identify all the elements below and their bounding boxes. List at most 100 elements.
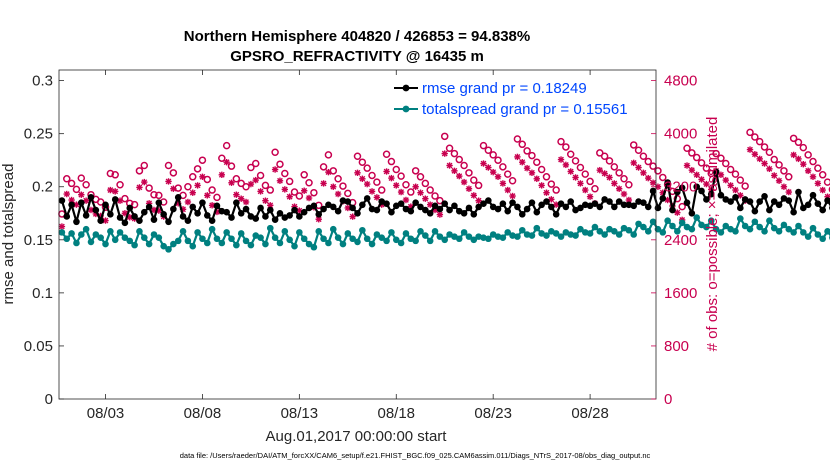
y2-tick-label: 4000 xyxy=(664,126,697,143)
totalspread-point xyxy=(300,235,308,243)
possible-obs-point xyxy=(562,143,570,151)
assimilated-obs-point xyxy=(417,189,424,196)
possible-obs-point xyxy=(96,198,105,206)
rmse-point xyxy=(233,199,240,206)
y-tick-label: 0 xyxy=(45,391,53,408)
totalspread-point xyxy=(615,231,623,238)
assimilated-obs-point xyxy=(485,164,492,171)
rmse-point xyxy=(737,204,744,212)
rmse-point xyxy=(359,201,366,209)
rmse-point xyxy=(213,202,221,210)
rmse-point xyxy=(751,207,759,215)
totalspread-point xyxy=(528,232,536,239)
totalspread-point xyxy=(707,217,715,225)
possible-obs-point xyxy=(746,128,754,137)
totalspread-point xyxy=(455,235,463,243)
possible-obs-point xyxy=(445,144,454,153)
possible-obs-point xyxy=(794,138,803,147)
rmse-point xyxy=(766,206,773,214)
rmse-point xyxy=(136,217,143,225)
possible-obs-point xyxy=(659,173,667,182)
totalspread-point xyxy=(591,223,599,231)
totalspread-point xyxy=(354,238,361,246)
rmse-point xyxy=(683,199,691,206)
possible-obs-point xyxy=(227,162,236,170)
totalspread-point xyxy=(751,218,759,226)
possible-obs-point xyxy=(809,157,817,166)
totalspread-point xyxy=(349,235,356,243)
rmse-point xyxy=(252,215,260,222)
possible-obs-point xyxy=(310,188,318,197)
assimilated-obs-point xyxy=(480,160,487,167)
totalspread-point xyxy=(514,233,521,240)
rmse-point xyxy=(291,206,298,214)
possible-obs-point xyxy=(397,172,405,180)
rmse-point xyxy=(441,200,449,208)
possible-obs-point xyxy=(654,167,662,175)
rmse-point xyxy=(804,201,812,209)
possible-obs-point xyxy=(620,175,628,183)
totalspread-point xyxy=(368,240,376,248)
rmse-point xyxy=(800,204,807,212)
assimilated-obs-point xyxy=(814,180,822,187)
assimilated-obs-point xyxy=(189,189,196,196)
possible-obs-point xyxy=(494,156,502,164)
totalspread-point xyxy=(136,228,143,235)
possible-obs-point xyxy=(232,175,241,183)
totalspread-point xyxy=(320,235,327,243)
totalspread-point xyxy=(266,224,274,232)
assimilated-obs-point xyxy=(620,190,628,198)
totalspread-point xyxy=(465,233,473,240)
assimilated-obs-point xyxy=(388,174,395,182)
assimilated-obs-point xyxy=(557,156,565,163)
y2-tick-label: 2400 xyxy=(664,232,697,249)
possible-obs-point xyxy=(799,143,808,152)
possible-obs-point xyxy=(828,186,830,193)
assimilated-obs-point xyxy=(257,188,264,195)
rmse-point xyxy=(533,208,541,216)
totalspread-point xyxy=(334,234,342,241)
totalspread-point xyxy=(233,241,240,249)
totalspread-point xyxy=(664,217,671,225)
totalspread-point xyxy=(678,219,686,227)
assimilated-obs-point xyxy=(732,186,739,194)
totalspread-point xyxy=(611,228,618,235)
assimilated-obs-point xyxy=(402,196,410,204)
possible-obs-point xyxy=(513,135,522,143)
possible-obs-point xyxy=(688,149,696,157)
legend-rmse-marker xyxy=(402,84,410,92)
y-tick-label: 0.05 xyxy=(24,338,53,355)
assimilated-obs-point xyxy=(228,179,235,186)
assimilated-obs-point xyxy=(674,209,681,216)
rmse-point xyxy=(795,188,802,196)
assimilated-obs-point xyxy=(538,182,545,189)
rmse-point xyxy=(184,217,192,225)
totalspread-point xyxy=(223,229,230,236)
possible-obs-point xyxy=(605,157,614,165)
totalspread-point xyxy=(412,237,419,245)
rmse-point xyxy=(174,194,182,201)
rmse-point xyxy=(475,203,482,211)
possible-obs-point xyxy=(804,151,812,159)
totalspread-point xyxy=(737,215,744,222)
assimilated-obs-point xyxy=(271,166,279,173)
rmse-point xyxy=(514,203,521,211)
possible-obs-point xyxy=(755,137,764,146)
possible-obs-point xyxy=(484,146,493,155)
assimilated-obs-point xyxy=(470,192,477,199)
rmse-point xyxy=(698,187,705,195)
rmse-point xyxy=(460,209,468,217)
rmse-point xyxy=(203,212,211,219)
legend-totalspread-marker xyxy=(402,105,410,113)
assimilated-obs-point xyxy=(606,174,613,181)
possible-obs-point xyxy=(455,155,464,164)
totalspread-point xyxy=(174,237,182,245)
totalspread-point xyxy=(572,232,579,239)
y-tick-label: 0.2 xyxy=(32,179,53,196)
possible-obs-point xyxy=(741,182,749,190)
rmse-point xyxy=(446,206,453,214)
rmse-point xyxy=(286,212,293,219)
totalspread-point xyxy=(557,233,565,240)
totalspread-point xyxy=(179,228,187,235)
possible-obs-point xyxy=(818,171,827,179)
